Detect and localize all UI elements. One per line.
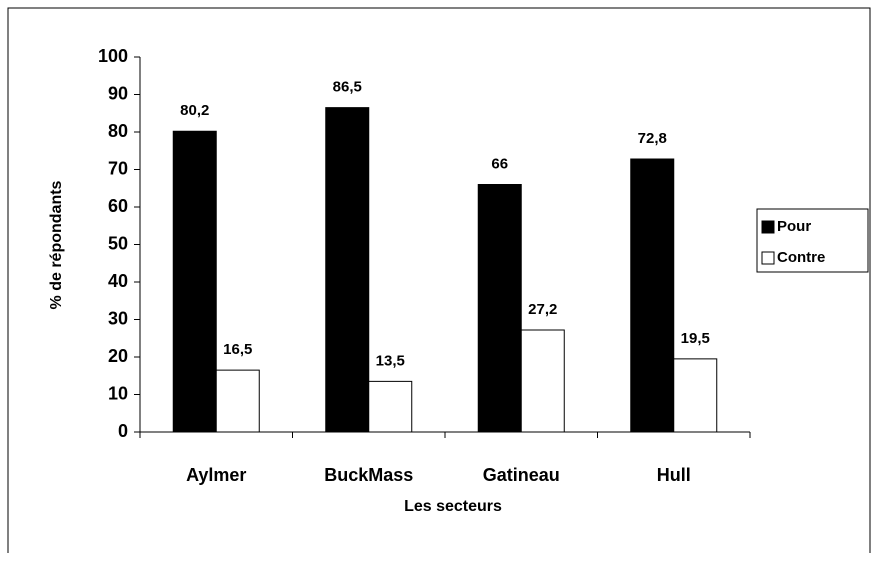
y-tick-label: 90	[108, 83, 128, 103]
value-label: 19,5	[681, 330, 710, 347]
bar	[630, 158, 675, 433]
value-label: 86,5	[333, 79, 362, 96]
value-label: 66	[491, 155, 508, 172]
legend-label: Pour	[777, 218, 811, 235]
value-label: 80,2	[180, 102, 209, 119]
x-tick-label: Gatineau	[483, 465, 560, 485]
y-tick-label: 70	[108, 158, 128, 178]
x-tick-label: BuckMass	[324, 465, 413, 485]
bar	[673, 358, 718, 433]
y-tick-label: 40	[108, 271, 128, 291]
y-tick-label: 20	[108, 346, 128, 366]
bar	[215, 369, 260, 433]
value-label: 27,2	[528, 301, 557, 318]
legend-label: Contre	[777, 249, 825, 266]
legend-swatch	[761, 251, 775, 265]
y-tick-label: 60	[108, 196, 128, 216]
value-label: 72,8	[638, 130, 667, 147]
y-tick-label: 30	[108, 308, 128, 328]
x-axis-title: Les secteurs	[404, 498, 502, 515]
bar	[520, 329, 565, 433]
bar	[172, 130, 217, 433]
y-axis-title: % de répondants	[48, 180, 65, 309]
legend-box	[756, 208, 869, 273]
value-label: 16,5	[223, 341, 252, 358]
value-label: 13,5	[376, 352, 405, 369]
x-tick-label: Hull	[657, 465, 691, 485]
y-tick-label: 100	[98, 46, 128, 66]
bar	[477, 184, 522, 433]
y-tick-label: 50	[108, 233, 128, 253]
bar	[368, 380, 413, 433]
y-tick-label: 0	[118, 421, 128, 441]
legend-swatch	[761, 220, 775, 234]
bar	[325, 107, 370, 433]
frame	[7, 7, 871, 553]
x-tick-label: Aylmer	[186, 465, 246, 485]
y-tick-label: 10	[108, 383, 128, 403]
y-tick-label: 80	[108, 121, 128, 141]
